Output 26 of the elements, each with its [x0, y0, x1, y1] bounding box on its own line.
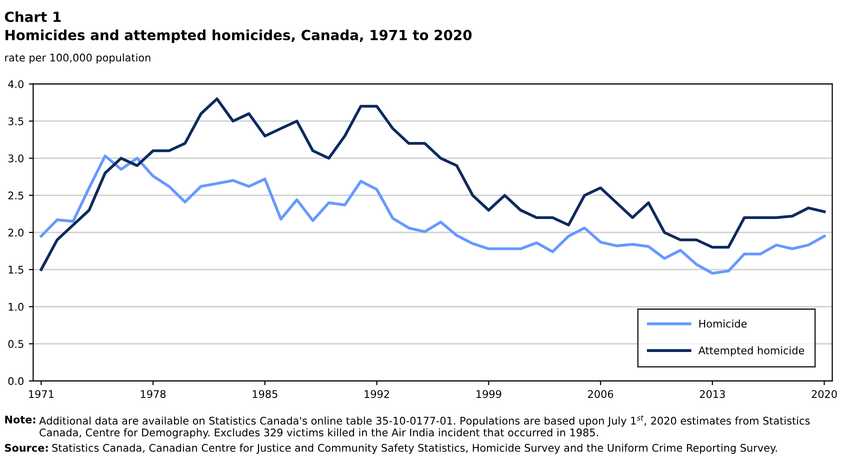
line-series: [40, 97, 826, 271]
text: Note: Additional data are available on Statistics Canada's online table 35-10-0177-01. Populations are based upon July 1$^{st}$, 2020 estimates from Statistics Canada, Centre for Demography. Excludes 329 victims killed in the Air India incident that occurred in 1985.: [5, 415, 810, 438]
y-tick-label: 2.5: [8, 192, 24, 200]
x-tick-label: 1999: [476, 390, 502, 398]
line-series: [40, 154, 826, 275]
y-tick-label: 3.5: [8, 117, 24, 126]
y-tick-label: 0.5: [8, 340, 24, 348]
y-tick-label: 2.0: [8, 228, 24, 237]
y-tick-label: 4.0: [8, 80, 24, 88]
x-tick-label: 2013: [700, 390, 725, 398]
x-tick-label: 1971: [29, 390, 54, 398]
x-tick-label: 1992: [364, 390, 390, 398]
x-tick-label: 2020: [812, 390, 837, 398]
chart-subtitle: Homicides and attempted homicides, Canada, 1971 to 2020: [6, 30, 472, 43]
x-tick-label: 1985: [252, 390, 278, 398]
y-tick-label: 3.0: [8, 154, 24, 162]
legend-label: Attempted homicide: [698, 346, 804, 356]
y-axis-title: rate per 100,000 population: [5, 53, 150, 64]
x-tick-label: 1978: [140, 390, 166, 398]
chart-title: Chart 1: [4, 11, 61, 22]
source-note: Source: Statistics Canada, Canadian Centre for Justice and Community Safety Statistics, Homicide Survey and the Uniform Crime Reporting Survey.: [5, 444, 777, 454]
legend-label: Homicide: [699, 320, 747, 328]
y-tick-label: 1.0: [8, 302, 24, 311]
x-tick-label: 2006: [588, 390, 614, 398]
y-tick-label: 1.5: [8, 266, 24, 274]
y-tick-label: 0.0: [8, 377, 24, 386]
